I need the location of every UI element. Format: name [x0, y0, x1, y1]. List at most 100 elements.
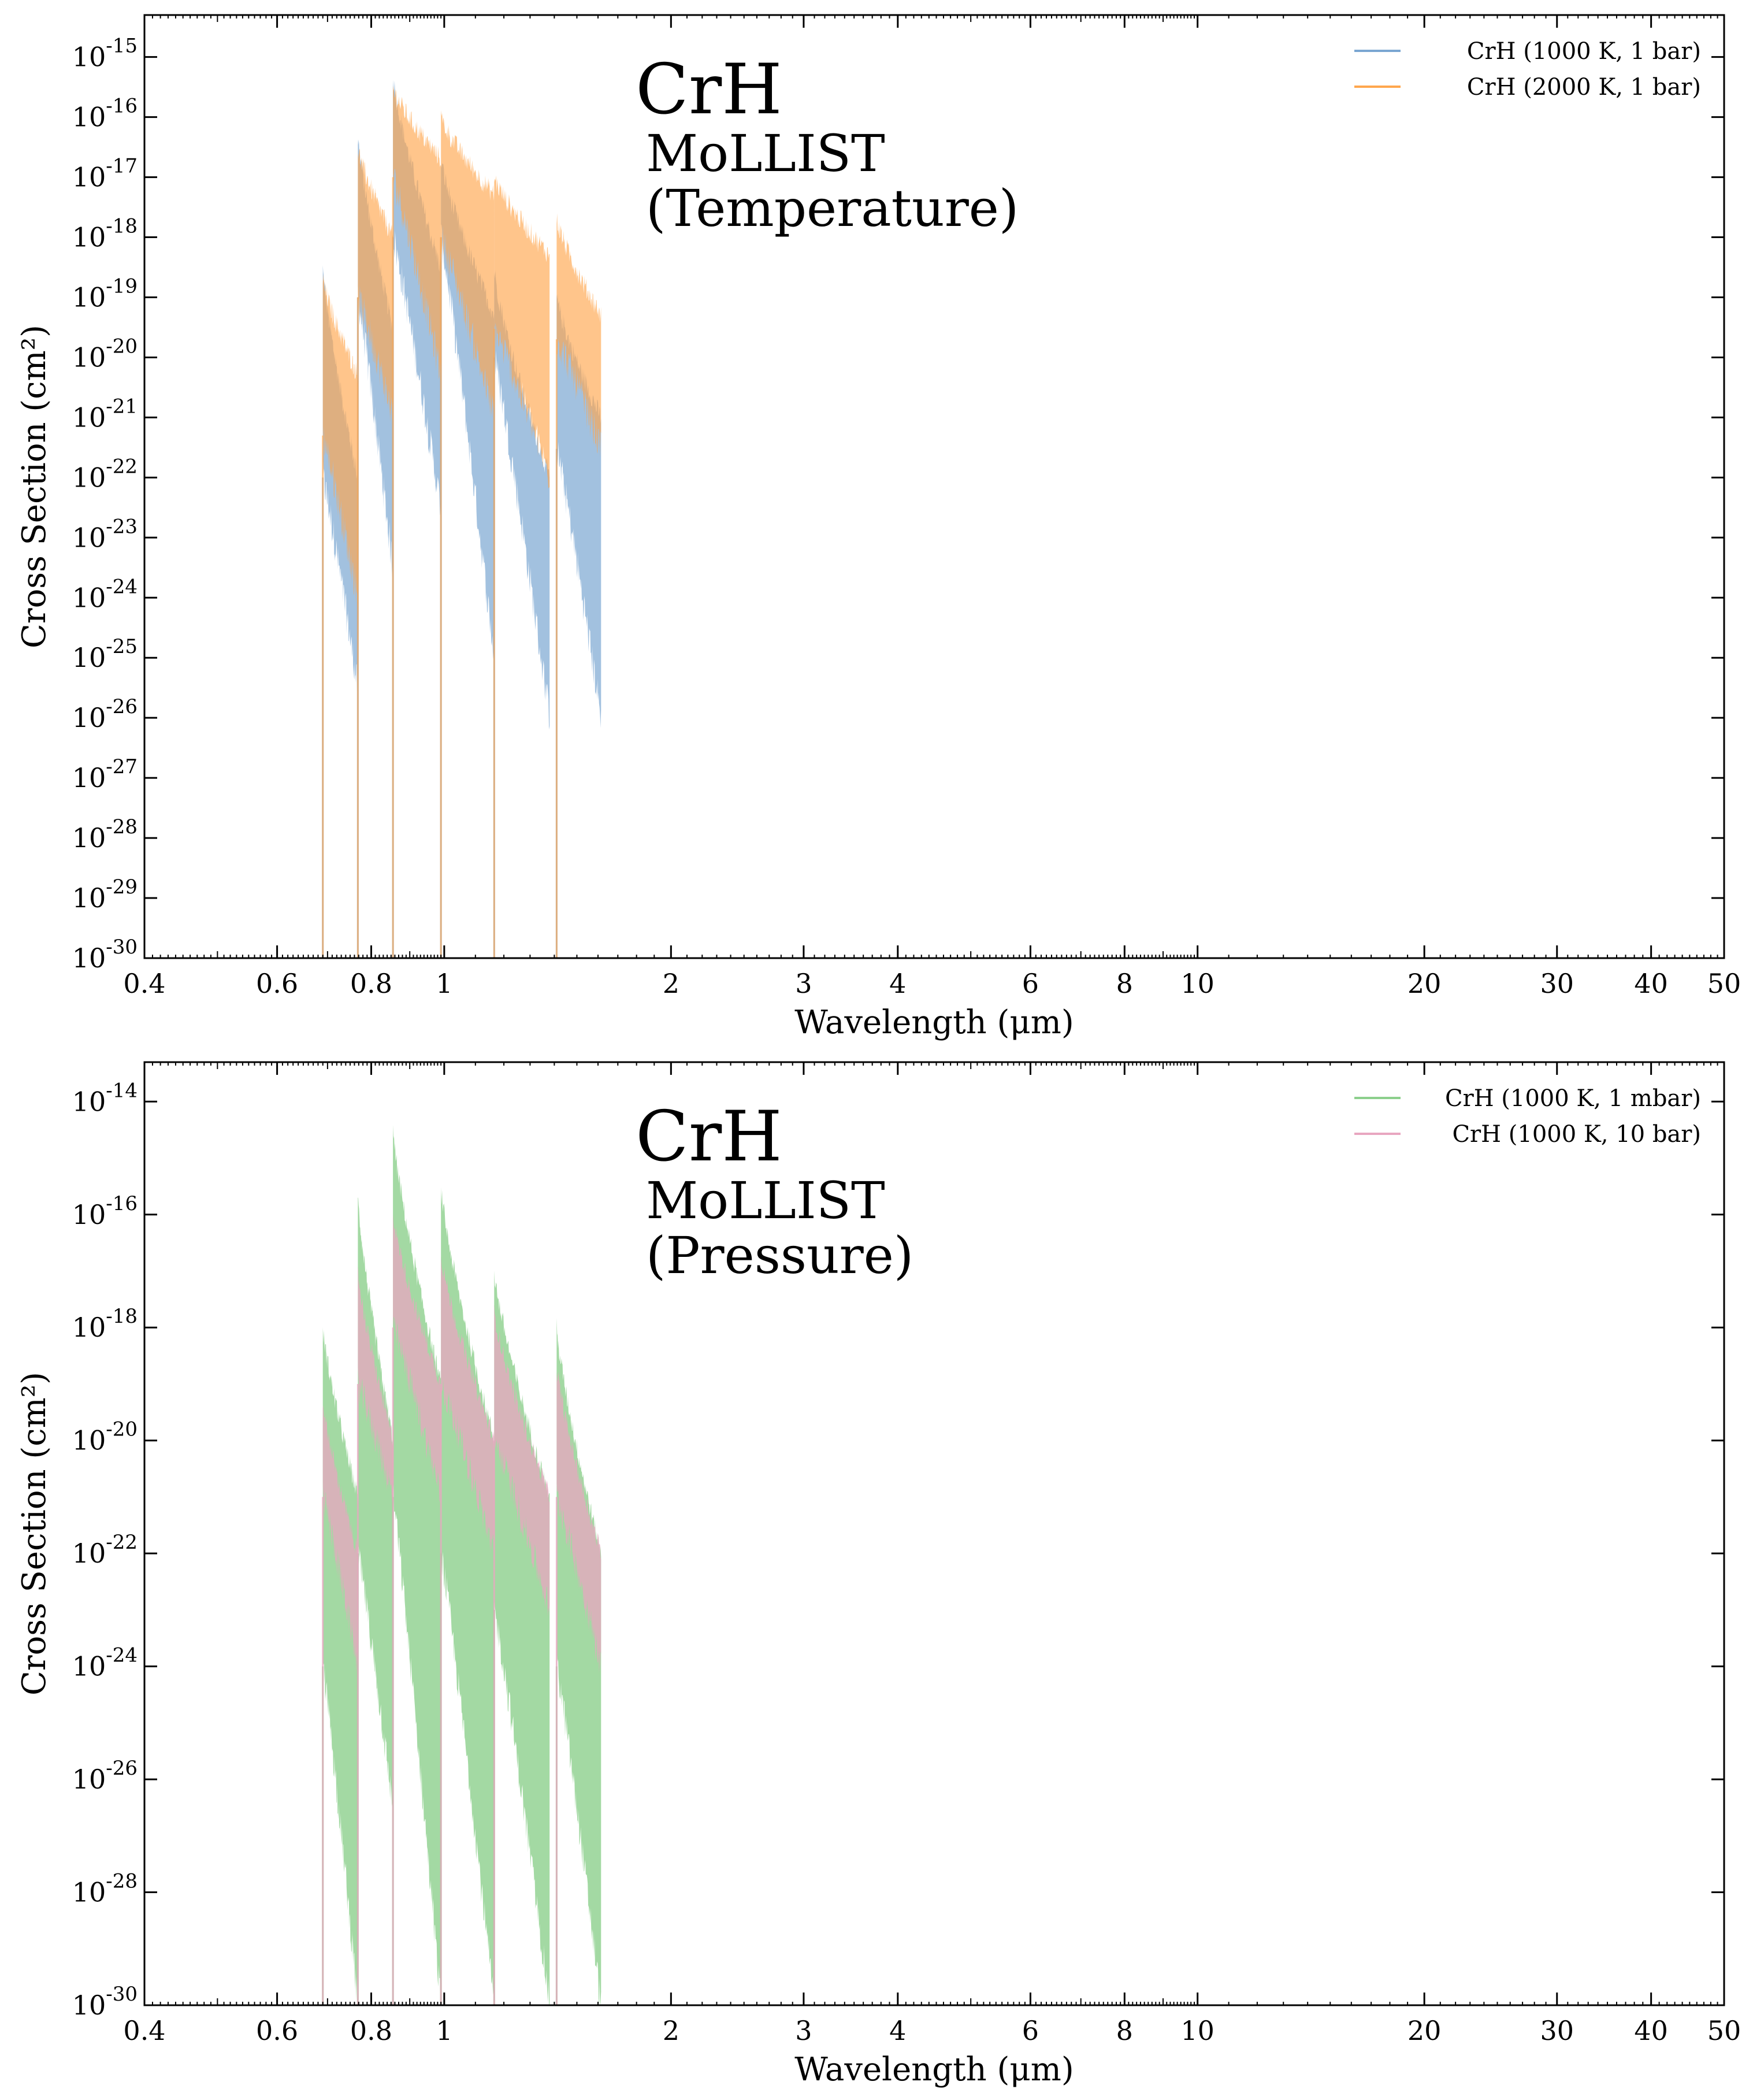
temperature-panel: 0.4 0.6 0.8 1 2 3 4 6 8 10 20 30 40 5010-1510-1610-17… [16, 14, 1741, 1041]
y-tick-exponent: -16 [106, 1192, 138, 1215]
y-tick-label: 10-21 [72, 395, 138, 433]
y-tick-label: 10-18 [72, 215, 138, 253]
edge-spike-0-1-2 [392, 177, 394, 959]
y-tick-base: 10 [72, 762, 106, 793]
chart-annotation: (Temperature) [646, 179, 1019, 238]
edge-spike-1-1-4 [493, 1440, 495, 2005]
legend-entry: CrH (1000 K, 10 bar) [1452, 1121, 1701, 1148]
edge-spike-1-1-0 [322, 1497, 324, 2005]
band-0-1-3 [441, 110, 495, 417]
y-tick-base: 10 [72, 1312, 106, 1343]
y-tick-base: 10 [72, 522, 106, 553]
band-1-1-0 [322, 1405, 358, 1674]
axes-frame [143, 14, 1725, 959]
x-tick-label: 0.8 [350, 2015, 392, 2046]
y-tick-base: 10 [72, 642, 106, 673]
y-tick-label: 10-23 [72, 515, 138, 553]
y-tick-label: 10-30 [72, 936, 138, 974]
x-tick-label: 30 [1540, 968, 1574, 999]
band-0-1-4 [494, 175, 550, 489]
y-tick-base: 10 [72, 462, 106, 493]
y-tick-exponent: -14 [106, 1079, 138, 1102]
y-tick-label: 10-20 [72, 335, 138, 373]
y-tick-exponent: -20 [106, 1418, 138, 1441]
band-0-1-1 [358, 149, 393, 423]
y-tick-base: 10 [72, 402, 106, 433]
y-tick-label: 10-16 [72, 1192, 138, 1230]
x-tick-label: 0.4 [123, 2015, 165, 2046]
y-tick-label: 10-28 [72, 815, 138, 854]
chart-annotation: (Pressure) [646, 1226, 913, 1285]
y-tick-exponent: -28 [106, 1870, 138, 1893]
x-tick-label: 3 [795, 968, 812, 999]
edge-spike-1-1-5 [555, 1497, 558, 2005]
y-tick-label: 10-30 [72, 1983, 138, 2021]
y-tick-exponent: -25 [106, 635, 138, 658]
legend-entry: CrH (2000 K, 1 bar) [1467, 74, 1701, 101]
y-tick-base: 10 [72, 281, 106, 313]
y-tick-exponent: -18 [106, 215, 138, 238]
band-1-1-4 [494, 1304, 550, 1616]
y-tick-base: 10 [72, 1990, 106, 2021]
y-tick-label: 10-22 [72, 455, 138, 493]
band-1-1-1 [358, 1267, 393, 1502]
band-0-1-0 [322, 273, 358, 608]
pressure-panel: 0.4 0.6 0.8 1 2 3 4 6 8 10 20 30 40 5010-1410-1610-18… [16, 1061, 1741, 2088]
y-tick-base: 10 [72, 342, 106, 373]
y-tick-base: 10 [72, 1199, 106, 1230]
y-tick-label: 10-26 [72, 695, 138, 733]
x-axis-label: Wavelength (μm) [794, 1004, 1074, 1041]
y-tick-exponent: -24 [106, 575, 138, 598]
y-tick-base: 10 [72, 582, 106, 613]
legend: CrH (1000 K, 1 bar) CrH (2000 K, 1 bar) [1354, 38, 1701, 101]
edge-spike-0-1-3 [440, 237, 442, 958]
y-tick-base: 10 [72, 162, 106, 193]
x-tick-label: 6 [1022, 968, 1039, 999]
y-tick-exponent: -30 [106, 1983, 138, 2006]
chart-title: CrH [636, 50, 782, 130]
y-tick-label: 10-19 [72, 274, 138, 313]
edge-spike-0-1-0 [322, 435, 324, 958]
y-tick-exponent: -26 [106, 1757, 138, 1780]
y-tick-label: 10-16 [72, 95, 138, 133]
x-tick-label: 10 [1180, 2015, 1215, 2046]
y-tick-base: 10 [72, 1425, 106, 1456]
y-tick-exponent: -24 [106, 1644, 138, 1667]
y-tick-label: 10-28 [72, 1870, 138, 1908]
x-tick-label: 3 [795, 2015, 812, 2046]
y-tick-exponent: -23 [106, 515, 138, 538]
y-tick-label: 10-17 [72, 155, 138, 193]
legend: CrH (1000 K, 1 mbar) CrH (1000 K, 10 bar) [1354, 1085, 1701, 1148]
y-tick-exponent: -15 [106, 35, 138, 58]
band-1-1-2 [393, 1214, 441, 1503]
band-0-1-5 [556, 213, 601, 457]
y-tick-exponent: -19 [106, 274, 138, 298]
x-tick-label: 20 [1407, 2015, 1442, 2046]
y-tick-exponent: -28 [106, 815, 138, 838]
y-tick-exponent: -22 [106, 1531, 138, 1554]
y-tick-label: 10-25 [72, 635, 138, 673]
x-tick-label: 50 [1707, 2015, 1741, 2046]
y-tick-base: 10 [72, 1764, 106, 1795]
x-tick-label: 0.4 [123, 968, 165, 999]
y-tick-base: 10 [72, 822, 106, 854]
edge-spike-1-1-3 [440, 1383, 442, 2005]
y-tick-exponent: -22 [106, 455, 138, 478]
y-axis-label: Cross Section (cm²) [16, 1372, 53, 1695]
x-tick-label: 6 [1022, 2015, 1039, 2046]
y-tick-base: 10 [72, 1651, 106, 1682]
axes-frame [143, 1061, 1725, 2006]
x-tick-label: 1 [436, 2015, 452, 2046]
plot-area [144, 15, 1724, 958]
chart-annotation: MoLLIST [646, 1171, 885, 1230]
x-tick-label: 4 [889, 968, 906, 999]
x-tick-label: 0.6 [256, 968, 298, 999]
series-0-1 [322, 86, 601, 959]
edge-spike-1-1-2 [392, 1327, 394, 2005]
band-0-0-4 [494, 270, 550, 730]
y-tick-label: 10-27 [72, 755, 138, 793]
y-tick-label: 10-26 [72, 1757, 138, 1795]
y-tick-exponent: -27 [106, 755, 138, 778]
band-1-1-3 [441, 1256, 495, 1554]
